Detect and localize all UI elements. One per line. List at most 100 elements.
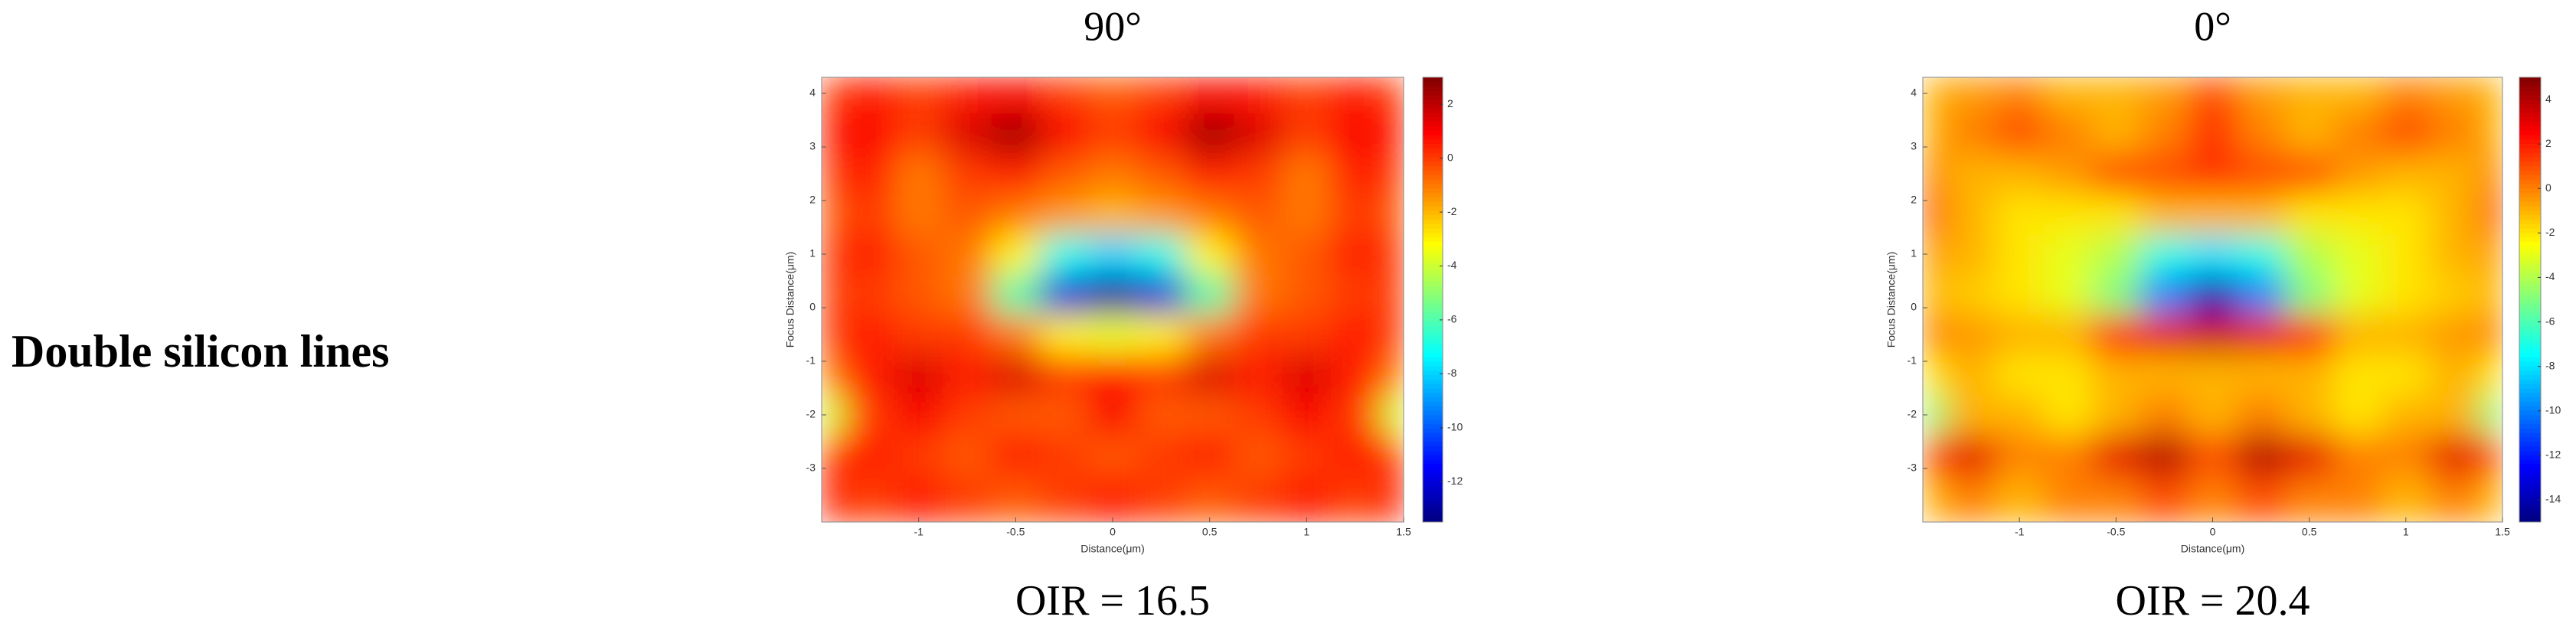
heat-cell [822, 153, 847, 194]
colorbar-band [1423, 215, 1443, 220]
colorbar-band [2519, 282, 2541, 287]
colorbar-band [1423, 166, 1443, 171]
colorbar-band [1423, 459, 1443, 465]
heat-cell [2381, 354, 2431, 396]
colorbar-band [2519, 241, 2541, 247]
heat-cell [1088, 274, 1138, 315]
colorbar-band [1423, 95, 1443, 100]
heat-cell [1282, 77, 1332, 114]
colorbar-band [1423, 268, 1443, 274]
colorbar-band [1423, 290, 1443, 296]
colorbar-tick-label: -6 [2545, 315, 2555, 327]
colorbar-band [1423, 157, 1443, 162]
colorbar-band [1423, 77, 1443, 83]
colorbar-band [1423, 201, 1443, 207]
colorbar-band [2519, 295, 2541, 300]
heat-cell [2478, 194, 2502, 235]
heat-cell [2237, 394, 2286, 436]
colorbar-band [2519, 113, 2541, 118]
heat-cell [1088, 314, 1138, 355]
heat-cell [2043, 233, 2093, 275]
heat-cell [894, 153, 943, 194]
colorbar-band [2519, 130, 2541, 136]
colorbar-band [1423, 206, 1443, 211]
heat-cell [1995, 194, 2045, 235]
colorbar-band [1423, 388, 1443, 394]
heat-cell [2188, 314, 2238, 355]
heat-cell [2237, 435, 2286, 476]
colorbar-band [2519, 184, 2541, 189]
heat-cell [2237, 113, 2286, 155]
colorbar-band [2519, 317, 2541, 323]
colorbar-tick-label: 0 [2545, 181, 2551, 194]
colorbar-band [2519, 424, 2541, 429]
colorbar-tick-label: 2 [2545, 137, 2551, 149]
colorbar-band [2519, 228, 2541, 233]
heat-cell [1995, 314, 2045, 355]
y-tick-label: 4 [809, 86, 816, 99]
heat-cell [991, 435, 1041, 476]
heat-cell [1379, 113, 1404, 155]
heat-cell [2381, 194, 2431, 235]
heatmap [822, 77, 1404, 522]
heat-cell [2091, 77, 2141, 114]
heat-cell [1136, 274, 1186, 315]
colorbar-band [1423, 241, 1443, 247]
heat-cell [1185, 153, 1234, 194]
x-tick-label: 1 [1303, 526, 1309, 538]
heat-cell [1185, 77, 1234, 114]
colorbar-band [2519, 375, 2541, 380]
y-tick-label: -1 [806, 354, 816, 367]
colorbar-band [2519, 481, 2541, 488]
heat-cell [1947, 274, 1996, 315]
heat-cell [1234, 475, 1283, 522]
colorbar-band [2519, 122, 2541, 127]
colorbar-band [1423, 451, 1443, 456]
heat-cell [1923, 113, 1948, 155]
colorbar-band [2519, 255, 2541, 260]
heat-cell [1282, 475, 1332, 522]
colorbar-band [2519, 108, 2541, 113]
heat-cell [1379, 394, 1404, 436]
colorbar-band [2519, 495, 2541, 501]
heat-cell [2140, 274, 2189, 315]
heat-cell [2091, 194, 2141, 235]
heat-cell [2091, 394, 2141, 436]
colorbar-band [1423, 100, 1443, 105]
x-tick-label: -1 [914, 526, 924, 538]
heat-cell [943, 394, 992, 436]
heat-cell [1331, 394, 1380, 436]
heat-cell [991, 314, 1041, 355]
heat-cell [1331, 194, 1380, 235]
heat-cell [2478, 354, 2502, 396]
heat-cell [1379, 354, 1404, 396]
heat-cell [2043, 475, 2093, 522]
colorbar-band [2519, 504, 2541, 510]
colorbar-band [2519, 197, 2541, 203]
colorbar-band [1423, 237, 1443, 243]
heat-cell [991, 153, 1041, 194]
colorbar-band [1423, 255, 1443, 260]
colorbar-band [1423, 81, 1443, 87]
heat-cell [1995, 354, 2045, 396]
heat-cell [894, 194, 943, 235]
heat-cell [2285, 314, 2334, 355]
heat-cell [2478, 435, 2502, 476]
heat-cell [2140, 394, 2189, 436]
heat-cell [822, 475, 847, 522]
colorbar-band [1423, 171, 1443, 176]
heat-cell [1282, 274, 1332, 315]
colorbar-band [1423, 402, 1443, 407]
colorbar-band [2519, 464, 2541, 469]
colorbar-band [2519, 86, 2541, 91]
row-label: Double silicon lines [11, 326, 389, 377]
colorbar-band [2519, 437, 2541, 442]
heat-cell [2188, 435, 2238, 476]
colorbar-band [1423, 415, 1443, 420]
colorbar-band [1423, 228, 1443, 233]
colorbar-band [1423, 126, 1443, 132]
heat-cell [1136, 435, 1186, 476]
y-tick-label: 3 [1911, 140, 1917, 152]
heat-cell [2381, 435, 2431, 476]
colorbar-band [2519, 326, 2541, 331]
